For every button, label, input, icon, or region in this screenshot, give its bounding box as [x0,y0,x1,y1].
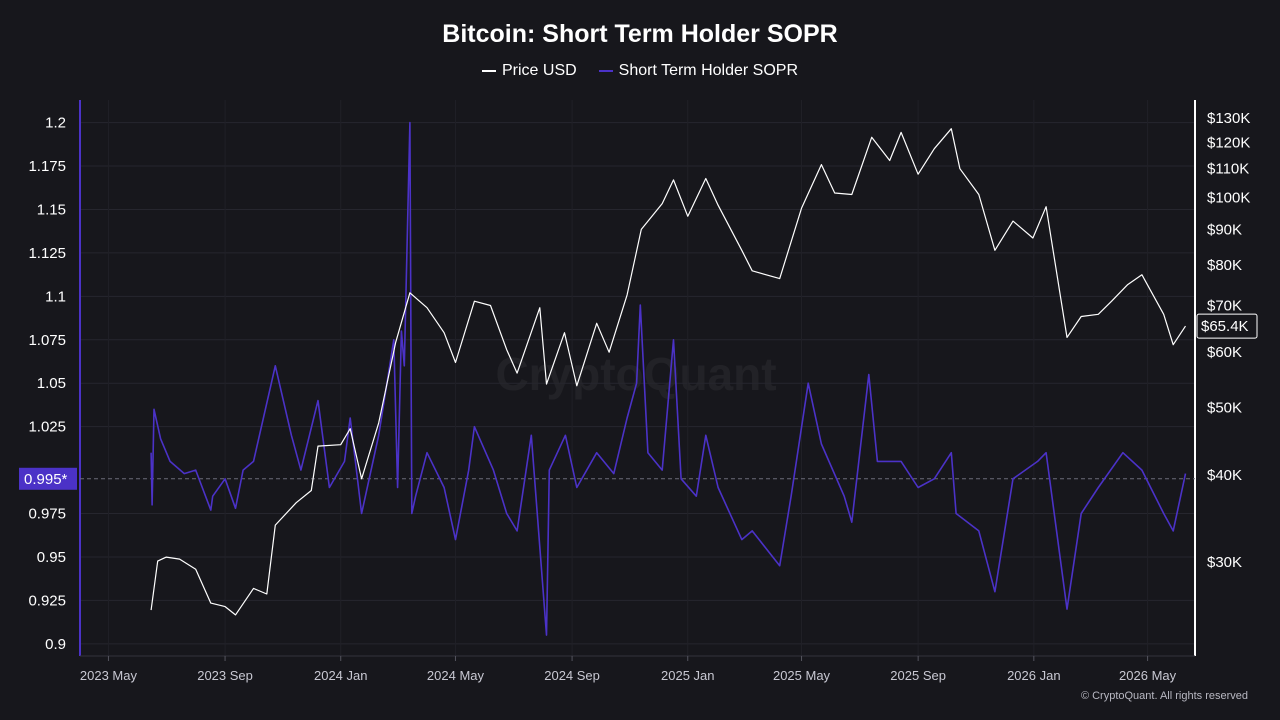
x-tick-label-9: 2026 May [1119,668,1177,683]
right-tick-label-7: $60K [1207,344,1242,361]
x-tick-label-6: 2025 May [773,668,831,683]
price-badge-label: $65.4K [1201,318,1249,335]
price-series-line[interactable] [150,128,1187,616]
right-axis: $130K $120K $110K $100K $90K $80K $70K $60K $50K… [1194,100,1250,656]
left-tick-label-8: 0.975 [28,506,66,523]
left-tick-label-5: 1.075 [28,332,66,349]
right-tick-label-5: $80K [1207,257,1242,274]
right-tick-label-8: $50K [1207,399,1242,416]
left-tick-label-2: 1.15 [37,201,66,218]
x-tick-label-3: 2024 May [427,668,485,683]
right-tick-label-9: $40K [1207,467,1242,484]
reference-badge: 0.995* [19,467,77,490]
x-tick-label-1: 2023 Sep [197,668,253,683]
left-tick-label-3: 1.125 [28,245,66,262]
left-tick-label-4: 1.1 [45,288,66,305]
price-badge: $65.4K [1196,313,1258,339]
x-tick-label-4: 2024 Sep [544,668,600,683]
chart-title: Bitcoin: Short Term Holder SOPR [442,20,838,48]
right-tick-label-4: $90K [1207,221,1242,238]
watermark: CryptoQuant [495,348,776,400]
left-tick-label-0: 1.2 [45,115,66,132]
right-tick-label-0: $130K [1207,110,1250,127]
grid [80,100,1195,656]
x-tick-label-7: 2025 Sep [890,668,946,683]
left-tick-label-7: 1.025 [28,419,66,436]
x-axis: 2023 May 2023 Sep 2024 Jan 2024 May 2024 Sep… [80,655,1195,683]
left-axis: 1.2 1.175 1.15 1.125 1.1 1.075 1.05 1.025 0.975 0… [28,100,81,656]
x-tick-label-8: 2026 Jan [1007,668,1061,683]
right-tick-label-10: $30K [1207,554,1242,571]
copyright: © CryptoQuant. All rights reserved [1080,690,1248,702]
reference-badge-label: 0.995* [24,471,68,488]
legend-label-price: Price USD [501,62,577,79]
x-tick-label-5: 2025 Jan [661,668,715,683]
right-tick-label-2: $110K [1207,161,1249,178]
legend-item-price[interactable]: Price USD [481,62,577,80]
legend-swatch-sopr [598,70,613,72]
right-tick-label-6: $70K [1207,298,1242,315]
x-tick-label-2: 2024 Jan [314,668,368,683]
legend-item-sopr[interactable]: Short Term Holder SOPR [598,62,798,80]
left-tick-label-1: 1.175 [28,158,66,175]
legend-label-sopr: Short Term Holder SOPR [618,62,798,79]
right-tick-label-1: $120K [1207,134,1250,151]
left-tick-label-11: 0.9 [45,636,66,653]
left-tick-label-6: 1.05 [37,375,66,392]
legend: Price USD Short Term Holder SOPR [0,62,1280,80]
left-tick-label-10: 0.925 [28,592,66,609]
sopr-series-line[interactable] [150,121,1187,636]
x-tick-label-0: 2023 May [80,668,138,683]
legend-swatch-price [481,70,496,72]
right-tick-label-3: $100K [1207,190,1250,207]
left-tick-label-9: 0.95 [37,549,66,566]
